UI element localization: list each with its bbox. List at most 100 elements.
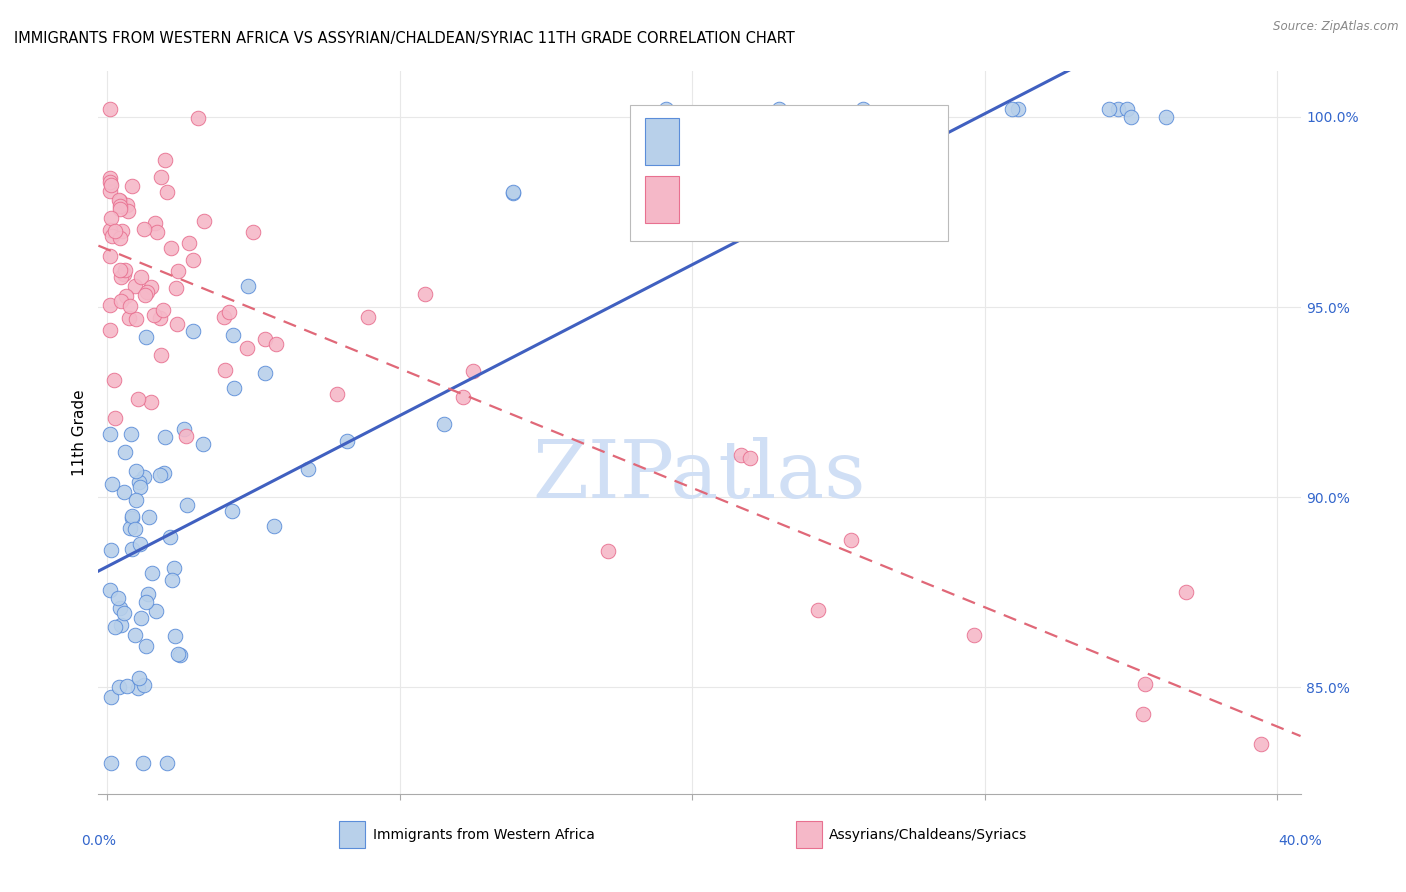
Point xyxy=(149,169,172,184)
Point xyxy=(839,533,862,548)
Point xyxy=(142,308,165,322)
Point xyxy=(502,186,524,200)
Point xyxy=(236,278,259,293)
Point xyxy=(127,681,149,696)
Point xyxy=(264,337,287,351)
Point xyxy=(108,601,131,615)
Point xyxy=(110,263,132,277)
Point xyxy=(121,179,143,194)
Point xyxy=(176,498,198,512)
Point xyxy=(152,466,174,480)
Point xyxy=(235,341,257,355)
Point xyxy=(163,561,186,575)
Point xyxy=(135,639,157,653)
Point xyxy=(1174,584,1197,599)
Point xyxy=(852,103,875,117)
Point xyxy=(163,628,186,642)
Point xyxy=(167,648,190,662)
Point xyxy=(169,648,191,662)
Point xyxy=(125,464,148,478)
Point xyxy=(218,305,240,319)
Point xyxy=(1132,706,1154,721)
Point xyxy=(139,280,162,294)
Point xyxy=(222,381,245,395)
Point xyxy=(124,279,146,293)
Point xyxy=(108,680,131,694)
Point xyxy=(100,211,122,225)
Point xyxy=(131,611,153,625)
Point xyxy=(166,317,188,331)
Point xyxy=(138,510,160,524)
Point xyxy=(141,395,163,409)
Y-axis label: 11th Grade: 11th Grade xyxy=(72,389,87,476)
Point xyxy=(768,103,790,117)
Point xyxy=(150,348,173,362)
Point xyxy=(128,672,150,686)
Point xyxy=(104,620,127,634)
Point xyxy=(135,285,157,299)
Point xyxy=(160,241,183,255)
Point xyxy=(134,222,156,236)
Point xyxy=(118,310,141,325)
Point xyxy=(461,364,484,378)
Point xyxy=(124,628,146,642)
Point xyxy=(136,587,159,601)
Point xyxy=(1098,103,1121,117)
Point xyxy=(98,170,121,185)
Point xyxy=(110,618,132,632)
Text: 0.340: 0.340 xyxy=(740,131,792,149)
Point xyxy=(134,288,156,302)
Point xyxy=(101,229,124,244)
Point xyxy=(100,178,122,193)
Point xyxy=(108,194,131,208)
Point xyxy=(263,518,285,533)
Point xyxy=(101,476,124,491)
Text: 40.0%: 40.0% xyxy=(1278,834,1323,847)
Point xyxy=(156,185,179,199)
Point xyxy=(120,426,142,441)
Point xyxy=(110,270,132,285)
Point xyxy=(132,678,155,692)
Point xyxy=(156,756,179,771)
Point xyxy=(98,175,121,189)
Point xyxy=(177,236,200,251)
Point xyxy=(155,430,177,444)
Point xyxy=(98,583,121,598)
Point xyxy=(807,603,830,617)
Point xyxy=(98,249,121,263)
Bar xyxy=(339,821,366,848)
Point xyxy=(107,591,129,606)
Point xyxy=(173,422,195,436)
Text: Immigrants from Western Africa: Immigrants from Western Africa xyxy=(373,828,595,842)
Point xyxy=(162,574,184,588)
Point xyxy=(114,262,136,277)
Point xyxy=(110,199,132,213)
Point xyxy=(115,679,138,693)
Text: -0.145: -0.145 xyxy=(740,189,799,207)
Text: N =: N = xyxy=(817,131,855,149)
Point xyxy=(111,223,134,237)
Point xyxy=(155,153,177,168)
Point xyxy=(738,451,761,466)
Point xyxy=(191,436,214,450)
Point xyxy=(149,311,172,326)
Point xyxy=(100,223,122,237)
Point xyxy=(121,508,143,523)
Text: 0.0%: 0.0% xyxy=(82,834,115,847)
Text: N =: N = xyxy=(817,189,855,207)
Point xyxy=(413,286,436,301)
Point xyxy=(103,224,125,238)
Point xyxy=(98,184,121,198)
Text: Source: ZipAtlas.com: Source: ZipAtlas.com xyxy=(1274,20,1399,33)
Point xyxy=(336,434,359,448)
Point xyxy=(145,604,167,618)
Text: 80: 80 xyxy=(863,189,886,207)
Point xyxy=(110,230,132,244)
Point xyxy=(104,411,127,425)
Text: R =: R = xyxy=(692,131,727,149)
Point xyxy=(1154,110,1177,124)
Point xyxy=(963,628,986,642)
Point xyxy=(135,594,157,608)
Point xyxy=(121,510,143,524)
Point xyxy=(112,485,135,500)
